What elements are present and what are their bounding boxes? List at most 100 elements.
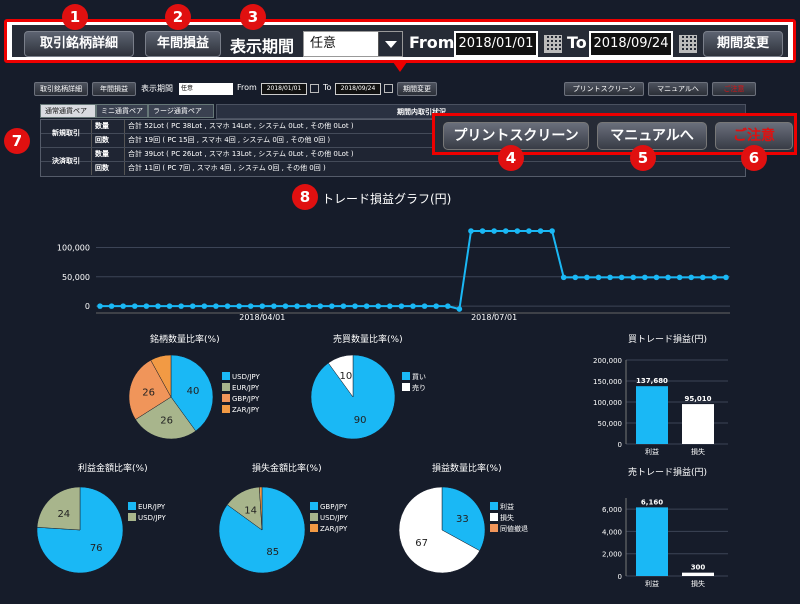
data-point	[572, 274, 579, 281]
data-point	[502, 228, 509, 234]
tab-standard-pairs[interactable]: 通常通貨ペア	[40, 104, 96, 118]
pie-value-label: 85	[266, 547, 279, 558]
annual-pl-button-zoomed[interactable]: 年間損益	[145, 31, 221, 57]
legend-label: USD/JPY	[138, 514, 166, 522]
legend-item: USD/JPY	[128, 513, 166, 522]
row-kind-label: 回数	[91, 162, 123, 175]
legend-item: 買い	[402, 372, 426, 382]
legend-swatch	[222, 394, 230, 402]
pie-value-label: 24	[57, 509, 70, 520]
pie-value-label: 33	[456, 514, 469, 525]
bar-chart-sell-pl: 0 2,000 4,000 6,000 6,160 利益 300 損失	[602, 498, 728, 588]
period-trade-header: 期間内取引状況	[397, 108, 446, 116]
bar	[682, 572, 714, 576]
legend-swatch	[128, 513, 136, 521]
change-period-button[interactable]: 期間変更	[397, 82, 437, 96]
calendar-icon[interactable]	[310, 84, 319, 93]
y-tick-label: 150,000	[593, 378, 622, 386]
pie-title-pl-count: 損益数量比率(%)	[432, 464, 502, 474]
notice-button[interactable]: ご注意	[712, 82, 756, 96]
period-select[interactable]: 任意	[179, 83, 233, 95]
bar-chart-buy-pl: 0 50,000 100,000 150,000 200,000 137,680 利益 95,…	[593, 357, 728, 456]
row-value: 合計 11回 ( PC 7回 , スマホ 4回 , システム 0回 , その他 …	[124, 162, 326, 175]
print-screen-button[interactable]: プリントスクリーン	[564, 82, 644, 96]
manual-button-zoomed[interactable]: マニュアルへ	[597, 122, 707, 150]
badge-8: 8	[292, 184, 318, 210]
y-tick-label: 100,000	[57, 243, 90, 252]
manual-button[interactable]: マニュアルへ	[648, 82, 708, 96]
data-point	[653, 274, 660, 281]
data-point	[514, 228, 521, 234]
pie-chart-profit-amount: 76 24	[36, 486, 124, 574]
data-point	[305, 303, 312, 309]
y-tick-label: 50,000	[598, 420, 623, 428]
legend-swatch	[222, 372, 230, 380]
period-select-value: 任意	[181, 85, 194, 92]
detail-button[interactable]: 取引銘柄詳細	[34, 82, 88, 96]
data-point	[618, 274, 625, 281]
to-date-input[interactable]: 2018/09/24	[335, 83, 381, 95]
tab-mini-pairs[interactable]: ミニ通貨ペア	[96, 104, 148, 118]
detail-button-zoomed[interactable]: 取引銘柄詳細	[24, 31, 134, 57]
badge-3: 3	[240, 4, 266, 30]
bar-title-sell: 売トレード損益(円)	[628, 468, 708, 478]
legend-swatch	[310, 513, 318, 521]
data-point	[224, 303, 231, 309]
pie-slice	[441, 486, 486, 552]
badge-6: 6	[741, 145, 767, 171]
x-tick-label: 2018/04/01	[239, 313, 285, 320]
from-label: From	[237, 83, 257, 92]
to-label-zoomed: To	[567, 33, 587, 52]
from-date-input[interactable]: 2018/01/01	[261, 83, 307, 95]
tab-large-pairs[interactable]: ラージ通貨ペア	[148, 104, 214, 118]
pie-value-label: 90	[354, 415, 367, 426]
legend-swatch	[402, 383, 410, 391]
pie-slice	[36, 486, 81, 531]
pie-value-label: 26	[160, 416, 173, 427]
legend-item: 利益	[490, 502, 514, 512]
from-label-zoomed: From	[409, 33, 455, 52]
pie-chart-loss-amount: 85 14	[218, 486, 306, 574]
period-label: 表示期間	[141, 84, 173, 93]
table-row: 新規取引 数量 合計 52Lot ( PC 38Lot , スマホ 14Lot …	[41, 120, 745, 137]
from-date-input-zoomed[interactable]: 2018/01/01	[454, 31, 538, 57]
data-point	[665, 274, 671, 281]
legend-label: 利益	[500, 503, 514, 511]
bar-value-label: 300	[691, 564, 706, 572]
bar-value-label: 6,160	[641, 498, 663, 506]
data-point	[491, 228, 497, 234]
table-row: 回数 合計 19回 ( PC 15回 , スマホ 4回 , システム 0回 , …	[41, 134, 745, 148]
bar-title-buy: 買トレード損益(円)	[628, 335, 708, 345]
row-group-label: 新規取引	[52, 129, 80, 137]
legend-label: USD/JPY	[320, 514, 348, 522]
pie-chart-buysell: 90 10	[310, 354, 396, 440]
change-period-button-zoomed[interactable]: 期間変更	[703, 31, 783, 57]
data-point	[479, 228, 486, 234]
to-date-input-zoomed[interactable]: 2018/09/24	[589, 31, 673, 57]
y-tick-label: 6,000	[602, 506, 622, 514]
annual-pl-button[interactable]: 年間損益	[92, 82, 136, 96]
legend-item: EUR/JPY	[222, 383, 259, 392]
y-tick-label: 0	[618, 441, 622, 449]
data-point	[433, 303, 439, 309]
calendar-icon[interactable]	[384, 84, 393, 93]
data-point	[642, 274, 648, 281]
x-category-label: 損失	[691, 579, 705, 588]
data-point	[549, 228, 555, 234]
line-chart-title: トレード損益グラフ(円)	[322, 192, 452, 206]
pie-value-label: 40	[187, 386, 200, 397]
calendar-icon[interactable]	[544, 35, 562, 53]
pie-title-pair-qty: 銘柄数量比率(%)	[150, 335, 220, 345]
calendar-icon[interactable]	[679, 35, 697, 53]
data-point	[421, 303, 428, 309]
data-point	[607, 274, 613, 281]
y-tick-label: 0	[85, 302, 90, 311]
period-select-zoomed[interactable]: 任意	[303, 31, 403, 57]
legend-swatch	[310, 502, 318, 510]
data-point	[317, 303, 324, 309]
badge-7: 7	[4, 128, 30, 154]
series-line	[100, 230, 726, 311]
legend-swatch	[490, 524, 498, 532]
data-point	[189, 303, 196, 309]
data-point	[178, 303, 184, 309]
